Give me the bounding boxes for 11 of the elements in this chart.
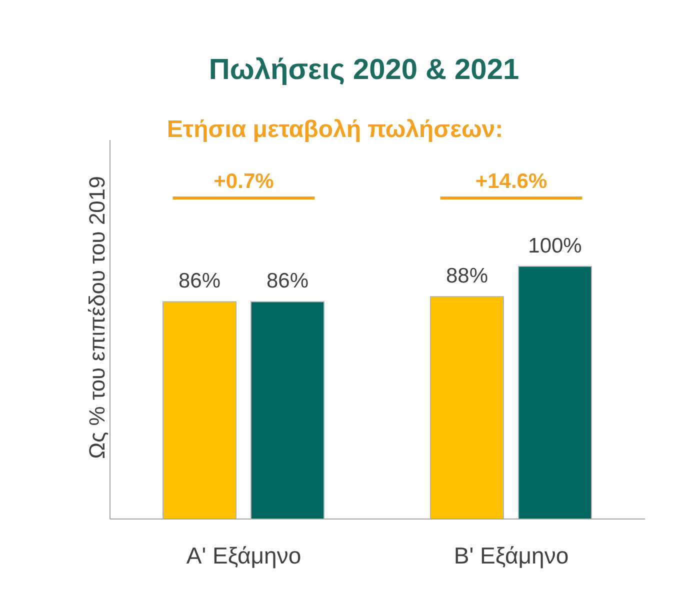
data-label: 86% bbox=[266, 270, 309, 293]
data-label: 86% bbox=[178, 270, 221, 293]
data-label: 100% bbox=[528, 234, 582, 258]
annotation: +14.6% bbox=[475, 170, 548, 193]
y-axis-title: Ως % του επιπέδου του 2019 bbox=[84, 176, 110, 459]
x-tick-label: Α' Εξάμηνο bbox=[186, 542, 302, 568]
chart-title: Πωλήσεις 2020 & 2021 bbox=[208, 54, 520, 86]
x-tick-label: Β' Εξάμηνο bbox=[454, 542, 569, 568]
chart-subtitle: Ετήσια μεταβολή πωλήσεων: bbox=[166, 116, 504, 143]
annotation: +0.7% bbox=[214, 170, 274, 193]
data-label: 88% bbox=[446, 264, 488, 288]
